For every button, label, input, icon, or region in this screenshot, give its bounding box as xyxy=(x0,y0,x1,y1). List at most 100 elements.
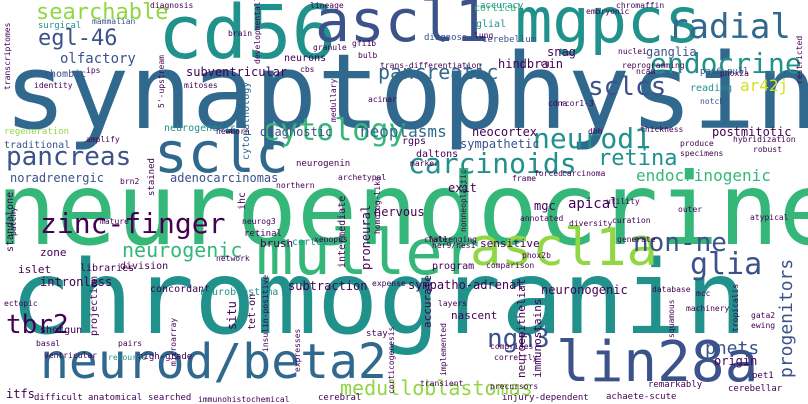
word-pancreas: pancreas xyxy=(6,142,132,172)
word-homolog-like: homolog-like xyxy=(373,176,382,234)
word-chromaffin: chromaffin xyxy=(616,1,665,10)
word-trans-differentiation: trans-differentiation xyxy=(380,61,482,70)
word-bulb: bulb xyxy=(358,51,378,60)
word-phox2a: phox2a xyxy=(720,69,749,78)
word-daltons: daltons xyxy=(416,149,459,160)
word-lung: lung xyxy=(474,31,494,40)
word-traditional: traditional xyxy=(4,140,71,151)
word-comprises: comprises xyxy=(490,342,534,351)
word-snag: snag xyxy=(547,45,576,59)
word-rg: rg xyxy=(540,59,550,68)
word-progenitors: progenitors xyxy=(776,258,797,378)
word-frame: frame xyxy=(512,174,537,183)
word-mammalian: mammalian xyxy=(92,17,136,26)
word-granule: granule xyxy=(313,43,347,52)
word-expresses: expresses xyxy=(293,328,302,372)
word-forced: forced xyxy=(534,169,563,178)
word-apical: apical xyxy=(568,196,619,212)
word-outer: outer xyxy=(678,205,703,214)
word-pancreatic: pancreatic xyxy=(378,60,499,84)
word-medullary: medullary xyxy=(329,78,338,122)
word-islet: islet xyxy=(18,263,52,276)
word-neuronogenic: neuronogenic xyxy=(541,283,628,297)
word-atypical: atypical xyxy=(750,213,789,222)
word-cerebellar: cerebellar xyxy=(728,384,783,394)
word-corticogenesis: corticogenesis xyxy=(387,326,396,394)
word-brush: brush xyxy=(260,237,294,250)
word-challenging: challenging xyxy=(424,235,477,244)
word-immunostains: immunostains xyxy=(531,298,544,378)
word-noradrenergic: noradrenergic xyxy=(10,171,104,185)
word-diversity: diversity xyxy=(569,219,613,228)
word-exit: exit xyxy=(448,181,477,195)
word-chromogranin: chromogranin xyxy=(10,239,747,358)
word-accurate: accurate xyxy=(421,275,434,328)
word-cerebral: cerebral xyxy=(318,393,362,403)
word-dbh: dbh xyxy=(588,127,603,136)
word-brain: brain xyxy=(228,29,253,38)
word-nervous: nervous xyxy=(374,205,425,219)
word-high-grade: high-grade xyxy=(138,352,193,362)
word-diagnostic: diagnostic xyxy=(260,125,333,139)
word-postmitotic: postmitotic xyxy=(712,125,792,139)
word-remarkably: remarkably xyxy=(648,380,703,390)
word-radial: radial xyxy=(668,7,791,47)
word-neurogenesis: neurogenesis xyxy=(164,123,237,134)
word-muller: muller xyxy=(256,216,480,289)
word-newborn: newborn xyxy=(216,127,250,136)
word-ncam: ncam xyxy=(636,67,656,76)
word-tbr2: tbr2 xyxy=(6,310,69,340)
word-searchable: searchable xyxy=(36,0,169,25)
word-retinal: retinal xyxy=(244,229,282,239)
word-amplify: amplify xyxy=(86,135,120,144)
word-stay: stay xyxy=(366,329,388,339)
word-lin28a: lin28a xyxy=(556,330,759,395)
word-anatomical: anatomical xyxy=(88,393,143,403)
word-ihc: ihc xyxy=(237,191,248,210)
word-itfs: itfs xyxy=(6,387,35,401)
word-neurogenic: neurogenic xyxy=(122,238,243,262)
word-cd56: cd56 xyxy=(158,0,337,76)
word-libraries: libraries xyxy=(80,263,135,274)
word-cdna: cdna xyxy=(548,99,568,108)
word-olfactory: olfactory xyxy=(60,51,136,67)
word-neoplasms: neoplasms xyxy=(360,122,447,141)
word-squamous: squamous xyxy=(667,299,676,338)
word-gata2: gata2 xyxy=(751,311,776,320)
word-marker: marker xyxy=(410,159,439,168)
word-ascl1: ascl1 xyxy=(315,0,490,55)
word-ventricular: ventricular xyxy=(44,351,97,360)
word-subtraction: subtraction xyxy=(288,279,368,293)
word-nonneoplastic: nonneoplastic xyxy=(459,169,468,232)
word-neocortex: neocortex xyxy=(472,125,538,139)
word-her9-hes1: her9/hes1 xyxy=(432,241,476,250)
word-thickness: thickness xyxy=(640,125,684,134)
word-pairs: pairs xyxy=(118,339,143,348)
word-origin: origin xyxy=(714,354,758,368)
word-pet1: pet1 xyxy=(752,371,774,381)
word-cytopathology: cytopathology xyxy=(241,81,252,160)
word-sclcs: sclcs xyxy=(588,72,667,102)
word-notch: notch xyxy=(700,97,725,106)
word-neuroblastoma: neuroblastoma xyxy=(200,287,279,298)
word-cortex: cortex xyxy=(292,237,329,248)
word-carcinoma: carcinoma xyxy=(562,169,606,178)
word-neurog3: neurog3 xyxy=(242,217,276,226)
word-comparison: comparison xyxy=(486,261,535,270)
word-neuroendocrine: neuroendocrine xyxy=(0,151,808,268)
word-specimens: specimens xyxy=(680,149,724,158)
word-program: program xyxy=(432,261,475,272)
word-ganglia: ganglia xyxy=(646,45,697,59)
word-expense: expense xyxy=(372,279,406,288)
word-injury-dependent: injury-dependent xyxy=(502,393,589,403)
word-achaete-scute: achaete-scute xyxy=(606,392,677,402)
word-searched: searched xyxy=(148,393,192,403)
word-nuclei: nuclei xyxy=(618,47,647,56)
word-medulloblastomas: medulloblastomas xyxy=(340,376,533,400)
word-subventricular: subventricular xyxy=(186,65,288,79)
word-proneural: proneural xyxy=(359,204,373,270)
word-intronless: intronless xyxy=(40,275,113,289)
word-transient: transient xyxy=(420,379,464,388)
word-zinc-finger: zinc-finger xyxy=(40,207,226,240)
